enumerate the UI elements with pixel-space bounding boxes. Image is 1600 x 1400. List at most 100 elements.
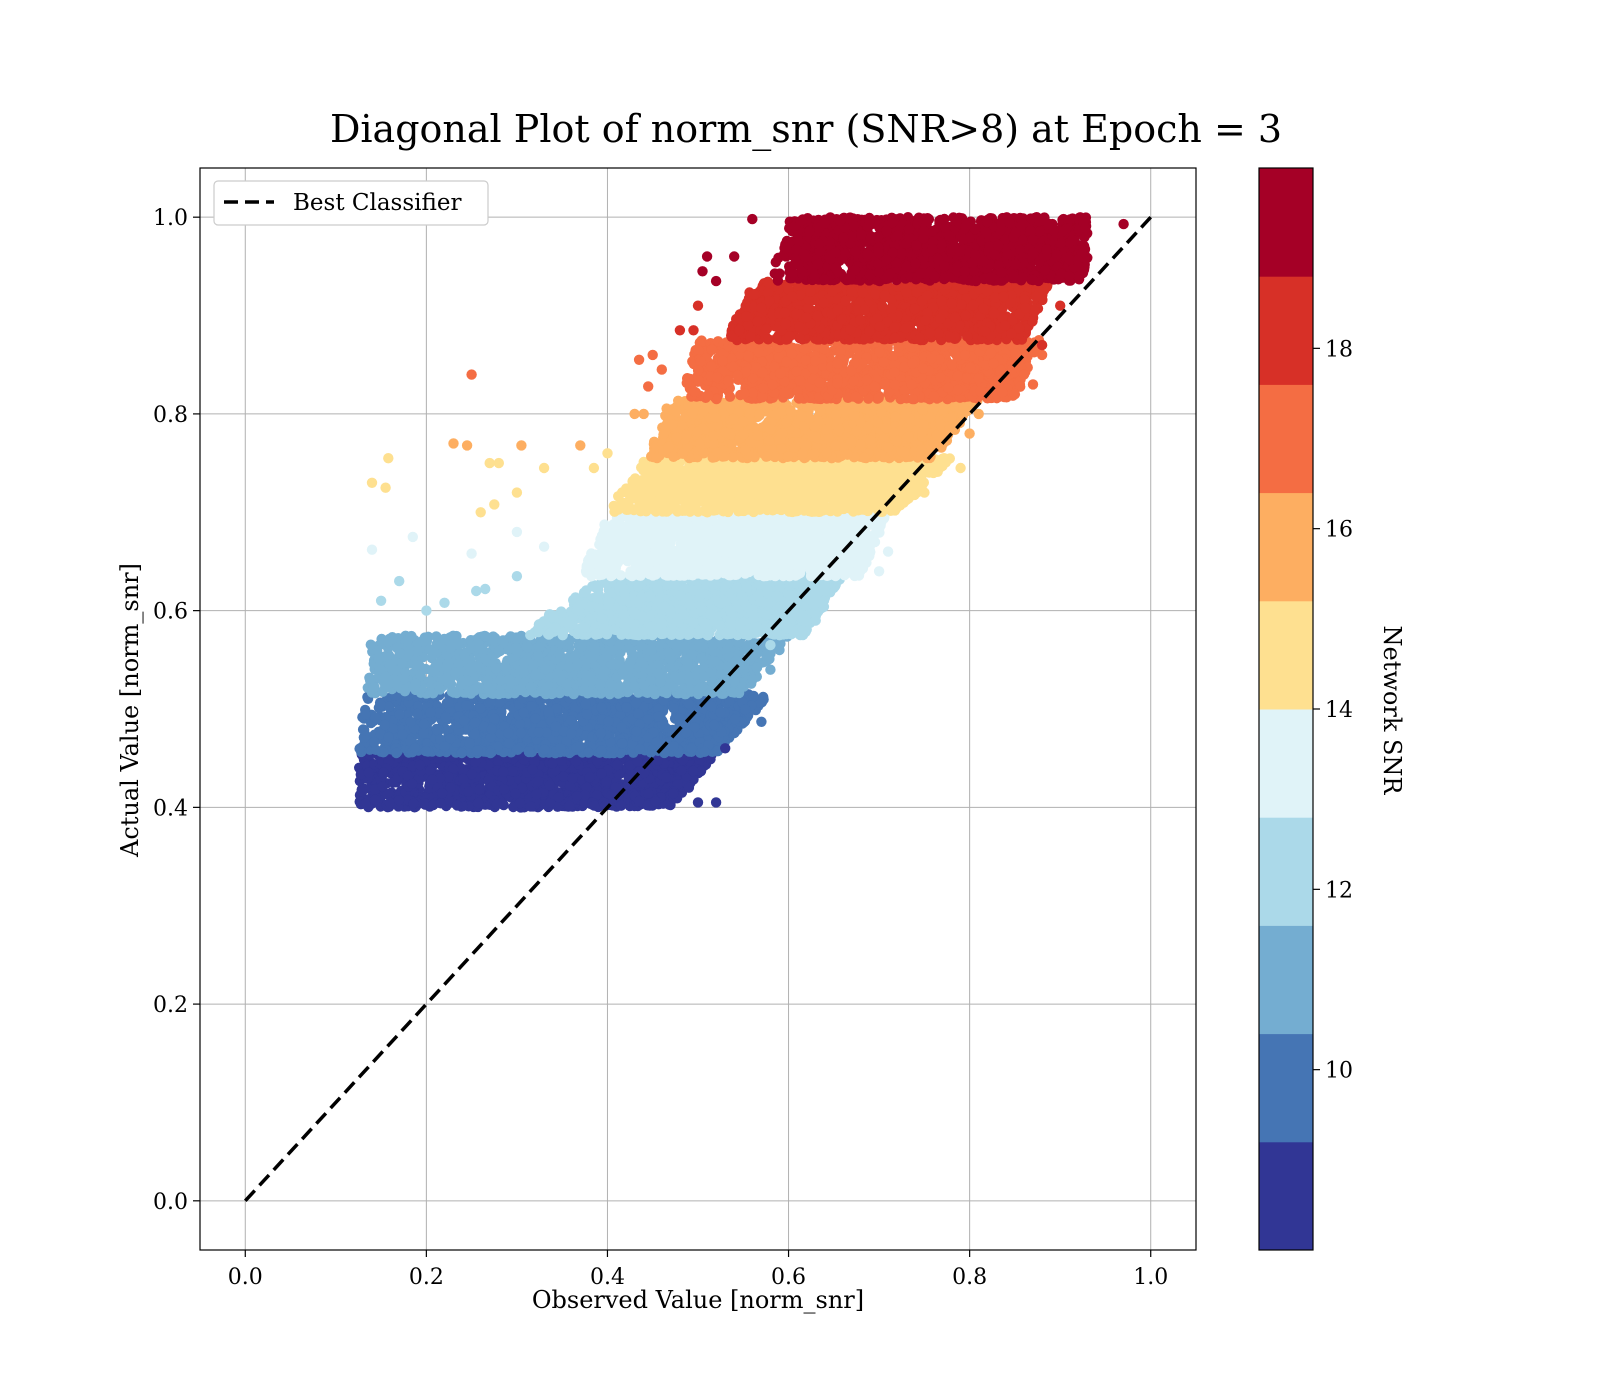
scatter-point — [491, 798, 502, 810]
scatter-point — [378, 767, 389, 778]
scatter-point — [418, 718, 430, 730]
scatter-point — [405, 631, 417, 642]
scatter-point — [650, 796, 661, 807]
scatter-point — [403, 646, 414, 657]
scatter-point — [548, 687, 559, 698]
scatter-point — [518, 707, 529, 718]
scatter-point — [553, 792, 564, 803]
scatter-point — [368, 682, 380, 693]
scatter-point — [409, 742, 421, 754]
scatter-point — [359, 784, 370, 795]
scatter-point — [420, 745, 431, 757]
scatter-point — [470, 756, 481, 768]
scatter-point — [574, 741, 586, 752]
scatter-point — [705, 687, 716, 698]
scatter-point — [530, 713, 541, 724]
scatter-point — [564, 800, 575, 812]
scatter-point — [561, 678, 573, 690]
scatter-point — [565, 728, 577, 739]
scatter-point — [589, 800, 600, 811]
scatter-point — [517, 664, 528, 676]
scatter-point — [586, 653, 598, 664]
scatter-point — [408, 798, 419, 809]
scatter-point — [431, 631, 442, 642]
scatter-point — [669, 671, 681, 682]
scatter-point — [394, 647, 405, 659]
scatter-point — [391, 747, 402, 759]
scatter-point — [653, 711, 664, 722]
scatter-point — [661, 687, 672, 699]
scatter-point — [465, 643, 476, 654]
scatter-point — [405, 716, 416, 728]
scatter-point — [510, 788, 521, 799]
scatter-point — [660, 772, 672, 783]
scatter-point — [375, 699, 386, 710]
scatter-point — [384, 797, 396, 808]
scatter-point — [515, 683, 526, 695]
scatter-point — [631, 726, 642, 737]
scatter-point — [532, 776, 544, 787]
scatter-point — [655, 676, 666, 688]
scatter-point — [410, 660, 421, 671]
scatter-point — [377, 781, 388, 792]
scatter-point — [643, 788, 654, 799]
scatter-point — [710, 656, 721, 667]
scatter-point — [731, 655, 742, 666]
scatter-point — [629, 681, 640, 692]
scatter-point — [623, 660, 635, 672]
scatter-point — [458, 715, 470, 726]
scatter-point — [456, 747, 467, 759]
scatter-point — [435, 798, 446, 809]
scatter-point — [466, 769, 478, 780]
scatter-point — [485, 747, 496, 759]
scatter-point — [533, 651, 544, 662]
scatter-point — [595, 727, 607, 739]
scatter-point — [525, 801, 536, 812]
scatter-point — [391, 679, 402, 691]
scatter-point — [617, 738, 628, 749]
scatter-point — [621, 702, 632, 713]
scatter-point — [397, 729, 408, 740]
scatter-point — [453, 639, 464, 650]
scatter-point — [412, 708, 423, 720]
scatter-point — [729, 714, 741, 725]
scatter-point — [432, 659, 443, 670]
scatter-point — [663, 647, 674, 658]
scatter-point — [633, 795, 645, 807]
scatter-point — [354, 743, 365, 754]
scatter-point — [695, 682, 706, 694]
scatter-point — [679, 641, 690, 653]
scatter-point — [539, 744, 550, 755]
scatter-point — [503, 727, 514, 739]
scatter-point — [581, 669, 592, 681]
scatter-point — [417, 635, 428, 647]
scatter-point — [503, 674, 515, 685]
scatter-point — [463, 675, 474, 687]
scatter-point — [583, 747, 594, 758]
scatter-point — [676, 765, 687, 776]
scatter-point — [514, 797, 526, 809]
scatter-points — [354, 212, 1129, 813]
scatter-point — [668, 703, 679, 714]
scatter-point — [558, 771, 569, 782]
scatter-point — [603, 716, 614, 727]
scatter-point — [570, 756, 582, 767]
scatter-point — [414, 759, 426, 771]
scatter-point — [696, 653, 707, 664]
scatter-point — [489, 713, 500, 724]
scatter-point — [424, 644, 436, 655]
scatter-point — [420, 663, 431, 675]
scatter-point — [507, 765, 518, 777]
scatter-point — [436, 788, 448, 799]
scatter-point — [589, 640, 600, 652]
scatter-point — [498, 784, 510, 795]
scatter-point — [748, 690, 759, 702]
scatter-point — [384, 659, 396, 670]
scatter-point — [652, 667, 664, 679]
scatter-point — [688, 765, 699, 777]
scatter-point — [751, 646, 763, 657]
scatter-point — [469, 685, 480, 696]
scatter-point — [515, 727, 527, 739]
scatter-point — [636, 656, 647, 668]
